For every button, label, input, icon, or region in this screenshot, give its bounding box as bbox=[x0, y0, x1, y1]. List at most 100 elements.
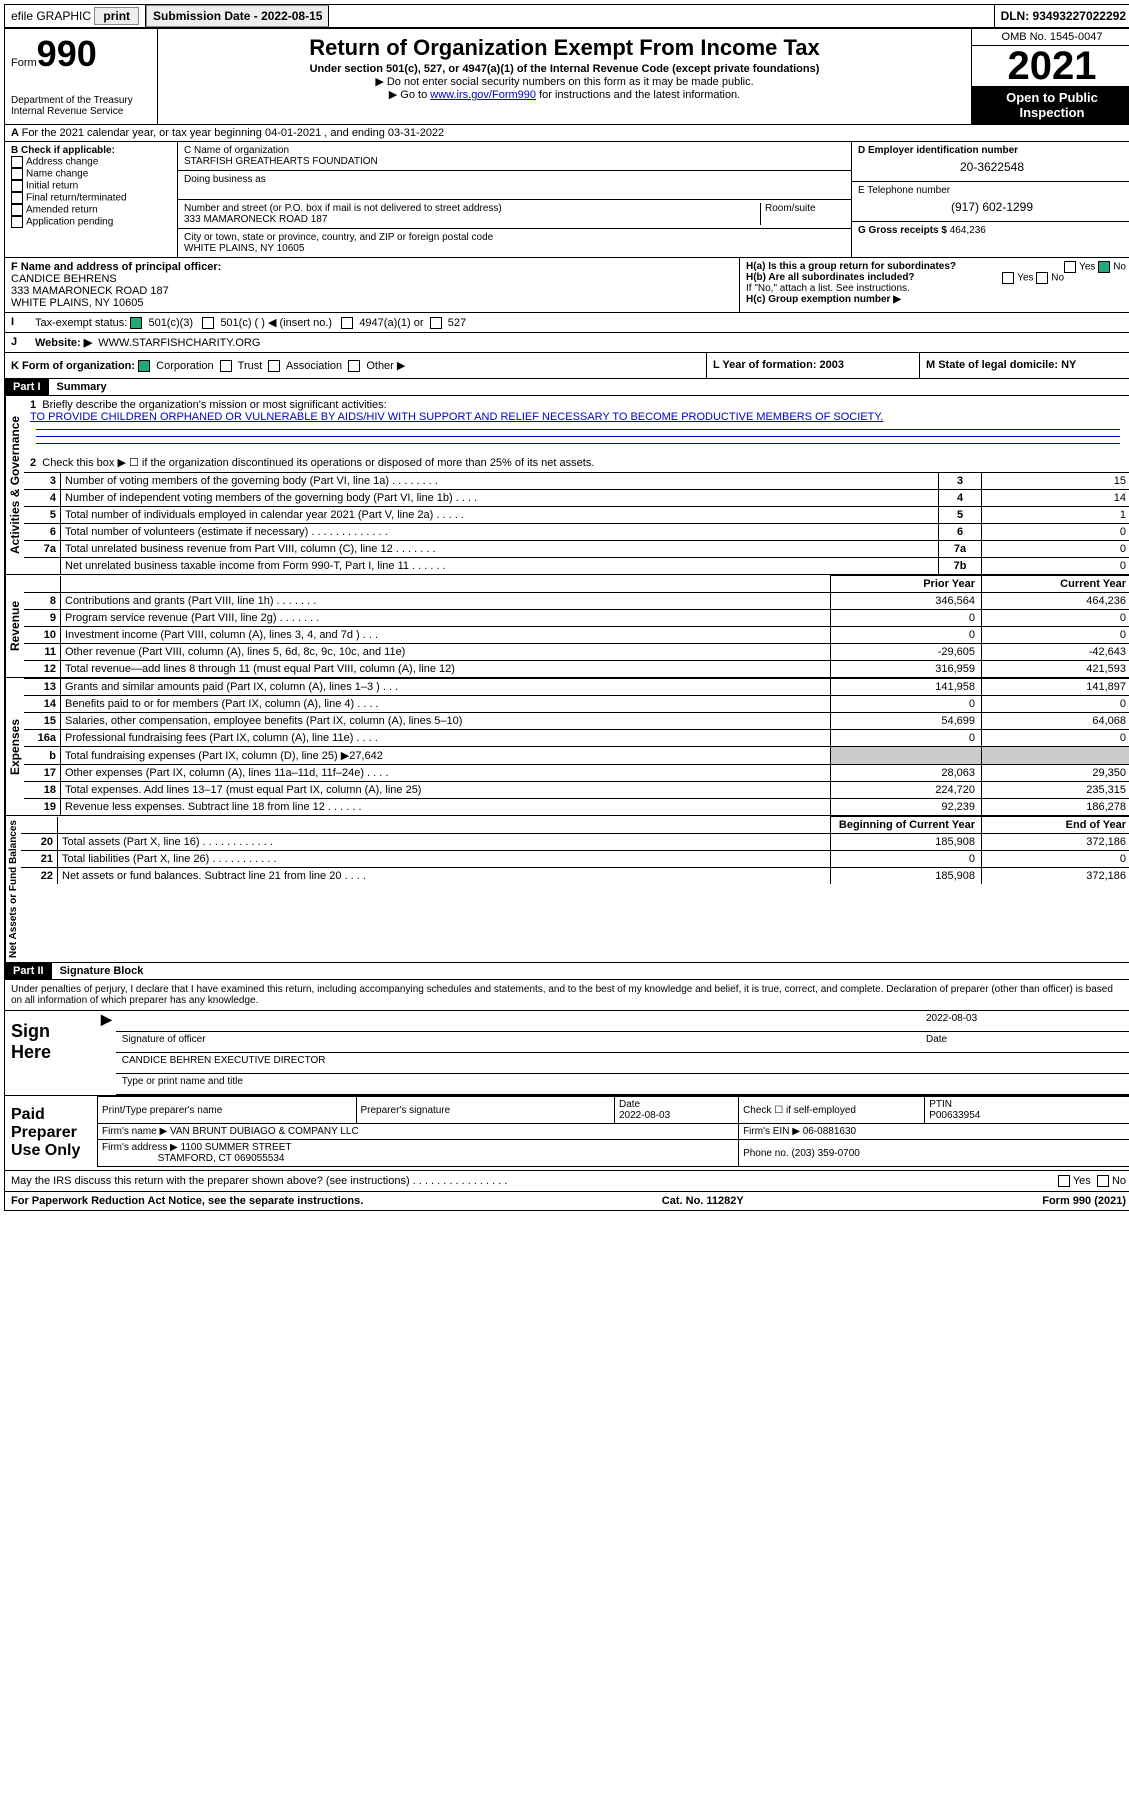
revenue-section: Revenue Prior Year Current Year 8Contrib… bbox=[5, 574, 1129, 677]
table-row: 15Salaries, other compensation, employee… bbox=[24, 713, 1129, 730]
table-row: 5Total number of individuals employed in… bbox=[24, 507, 1129, 524]
line-a-tax-year: A For the 2021 calendar year, or tax yea… bbox=[5, 124, 1129, 141]
line-2-text: Check this box ▶ ☐ if the organization d… bbox=[42, 457, 594, 469]
addr-label: Number and street (or P.O. box if mail i… bbox=[184, 203, 502, 214]
net-assets-section: Net Assets or Fund Balances Beginning of… bbox=[5, 815, 1129, 962]
table-row: 7aTotal unrelated business revenue from … bbox=[24, 541, 1129, 558]
form-990-page: Form990 Department of the TreasuryIntern… bbox=[4, 28, 1129, 1211]
dba-label: Doing business as bbox=[184, 174, 266, 185]
officer-printed-name: CANDICE BEHREN EXECUTIVE DIRECTOR bbox=[122, 1055, 326, 1071]
table-row: 9Program service revenue (Part VIII, lin… bbox=[24, 610, 1129, 627]
top-toolbar: efile GRAPHIC print Submission Date - 20… bbox=[4, 4, 1129, 28]
dln-label: DLN: 93493227022292 bbox=[995, 5, 1129, 27]
arrow-icon: ▶ bbox=[97, 1011, 116, 1095]
box-f-label: F Name and address of principal officer: bbox=[11, 261, 221, 273]
box-g-label: G Gross receipts $ bbox=[858, 225, 947, 236]
revenue-table: Prior Year Current Year 8Contributions a… bbox=[24, 575, 1129, 677]
box-l: L Year of formation: 2003 bbox=[713, 359, 844, 371]
net-assets-table: Beginning of Current Year End of Year 20… bbox=[21, 816, 1129, 884]
efile-label: efile GRAPHIC bbox=[11, 9, 91, 23]
department-label: Department of the TreasuryInternal Reven… bbox=[11, 95, 151, 117]
table-row: 22Net assets or fund balances. Subtract … bbox=[21, 868, 1129, 885]
form-subtitle: Under section 501(c), 527, or 4947(a)(1)… bbox=[166, 63, 963, 75]
activities-governance-label: Activities & Governance bbox=[5, 396, 24, 574]
org-info-section: B Check if applicable: Address change Na… bbox=[5, 141, 1129, 257]
part-1-header: Part I Summary bbox=[5, 378, 1129, 395]
firm-ein: 06-0881630 bbox=[803, 1126, 856, 1137]
officer-addr1: 333 MAMARONECK ROAD 187 bbox=[11, 285, 169, 297]
sig-officer-label: Signature of officer bbox=[122, 1034, 926, 1050]
table-row: 3Number of voting members of the governi… bbox=[24, 473, 1129, 490]
paid-preparer-label: Paid Preparer Use Only bbox=[5, 1096, 97, 1170]
officer-name: CANDICE BEHRENS bbox=[11, 273, 117, 285]
governance-table: 3Number of voting members of the governi… bbox=[24, 472, 1129, 574]
expenses-section: Expenses 13Grants and similar amounts pa… bbox=[5, 677, 1129, 815]
box-b-checkboxes: B Check if applicable: Address change Na… bbox=[5, 142, 178, 257]
table-row: 11Other revenue (Part VIII, column (A), … bbox=[24, 644, 1129, 661]
table-row: Net unrelated business taxable income fr… bbox=[24, 558, 1129, 575]
sign-here-label: Sign Here bbox=[5, 1011, 97, 1095]
table-row: 4Number of independent voting members of… bbox=[24, 490, 1129, 507]
table-row: 17Other expenses (Part IX, column (A), l… bbox=[24, 765, 1129, 782]
paid-preparer-block: Paid Preparer Use Only Print/Type prepar… bbox=[5, 1095, 1129, 1170]
org-address: 333 MAMARONECK ROAD 187 bbox=[184, 214, 327, 225]
submission-date: Submission Date - 2022-08-15 bbox=[146, 5, 329, 27]
h-a-label: H(a) Is this a group return for subordin… bbox=[746, 261, 956, 272]
phone-value: (917) 602-1299 bbox=[858, 196, 1126, 218]
box-m: M State of legal domicile: NY bbox=[926, 359, 1076, 371]
firm-phone: (203) 359-0700 bbox=[791, 1148, 859, 1159]
box-d-label: D Employer identification number bbox=[858, 145, 1018, 156]
table-row: 21Total liabilities (Part X, line 26) . … bbox=[21, 851, 1129, 868]
org-name: STARFISH GREATHEARTS FOUNDATION bbox=[184, 156, 378, 167]
form-title: Return of Organization Exempt From Incom… bbox=[166, 35, 963, 61]
form-header: Form990 Department of the TreasuryIntern… bbox=[5, 29, 1129, 124]
irs-link[interactable]: www.irs.gov/Form990 bbox=[430, 89, 536, 101]
room-suite-label: Room/suite bbox=[760, 203, 845, 225]
footer-right: Form 990 (2021) bbox=[1042, 1195, 1126, 1207]
form-word: Form bbox=[11, 57, 37, 69]
officer-group-section: F Name and address of principal officer:… bbox=[5, 257, 1129, 312]
ein-value: 20-3622548 bbox=[858, 156, 1126, 178]
box-e-label: E Telephone number bbox=[858, 185, 950, 196]
sign-here-block: Sign Here ▶ 2022-08-03 Signature of offi… bbox=[5, 1010, 1129, 1095]
h-c-label: H(c) Group exemption number ▶ bbox=[746, 294, 901, 305]
page-footer: For Paperwork Reduction Act Notice, see … bbox=[5, 1191, 1129, 1210]
type-name-label: Type or print name and title bbox=[116, 1074, 1129, 1095]
print-button[interactable]: print bbox=[94, 7, 139, 25]
net-assets-label: Net Assets or Fund Balances bbox=[5, 816, 21, 962]
table-row: 10Investment income (Part VIII, column (… bbox=[24, 627, 1129, 644]
perjury-statement: Under penalties of perjury, I declare th… bbox=[5, 979, 1129, 1010]
table-row: 18Total expenses. Add lines 13–17 (must … bbox=[24, 782, 1129, 799]
mission-q: Briefly describe the organization's miss… bbox=[42, 399, 386, 411]
table-row: 19Revenue less expenses. Subtract line 1… bbox=[24, 799, 1129, 816]
table-row: 12Total revenue—add lines 8 through 11 (… bbox=[24, 661, 1129, 678]
h-b-note: If "No," attach a list. See instructions… bbox=[746, 283, 1126, 294]
website-value: WWW.STARFISHCHARITY.ORG bbox=[98, 337, 260, 349]
h-b-label: H(b) Are all subordinates included? bbox=[746, 272, 915, 283]
tax-year: 2021 bbox=[972, 46, 1129, 86]
firm-name: VAN BRUNT DUBIAGO & COMPANY LLC bbox=[170, 1126, 359, 1137]
footer-left: For Paperwork Reduction Act Notice, see … bbox=[11, 1195, 363, 1207]
expenses-label: Expenses bbox=[5, 678, 24, 815]
form-number: 990 bbox=[37, 33, 97, 74]
k-l-m-row: K Form of organization: Corporation Trus… bbox=[5, 352, 1129, 378]
city-label: City or town, state or province, country… bbox=[184, 232, 493, 243]
activities-governance-section: Activities & Governance 1 Briefly descri… bbox=[5, 395, 1129, 574]
table-row: 14Benefits paid to or for members (Part … bbox=[24, 696, 1129, 713]
box-c-name-label: C Name of organization bbox=[184, 145, 289, 156]
part-2-header: Part II Signature Block bbox=[5, 962, 1129, 979]
table-row: 16aProfessional fundraising fees (Part I… bbox=[24, 730, 1129, 747]
date-label: Date bbox=[926, 1034, 1126, 1050]
preparer-table: Print/Type preparer's name Preparer's si… bbox=[97, 1096, 1129, 1167]
open-inspection-badge: Open to Public Inspection bbox=[972, 86, 1129, 124]
revenue-label: Revenue bbox=[5, 575, 24, 677]
table-row: 13Grants and similar amounts paid (Part … bbox=[24, 679, 1129, 696]
gross-receipts: 464,236 bbox=[950, 225, 986, 236]
form-note1: ▶ Do not enter social security numbers o… bbox=[166, 75, 963, 88]
footer-mid: Cat. No. 11282Y bbox=[662, 1195, 744, 1207]
table-row: 8Contributions and grants (Part VIII, li… bbox=[24, 593, 1129, 610]
table-row: 20Total assets (Part X, line 16) . . . .… bbox=[21, 834, 1129, 851]
expenses-table: 13Grants and similar amounts paid (Part … bbox=[24, 678, 1129, 815]
ptin-value: P00633954 bbox=[929, 1110, 980, 1121]
sig-date-value: 2022-08-03 bbox=[926, 1013, 1126, 1029]
